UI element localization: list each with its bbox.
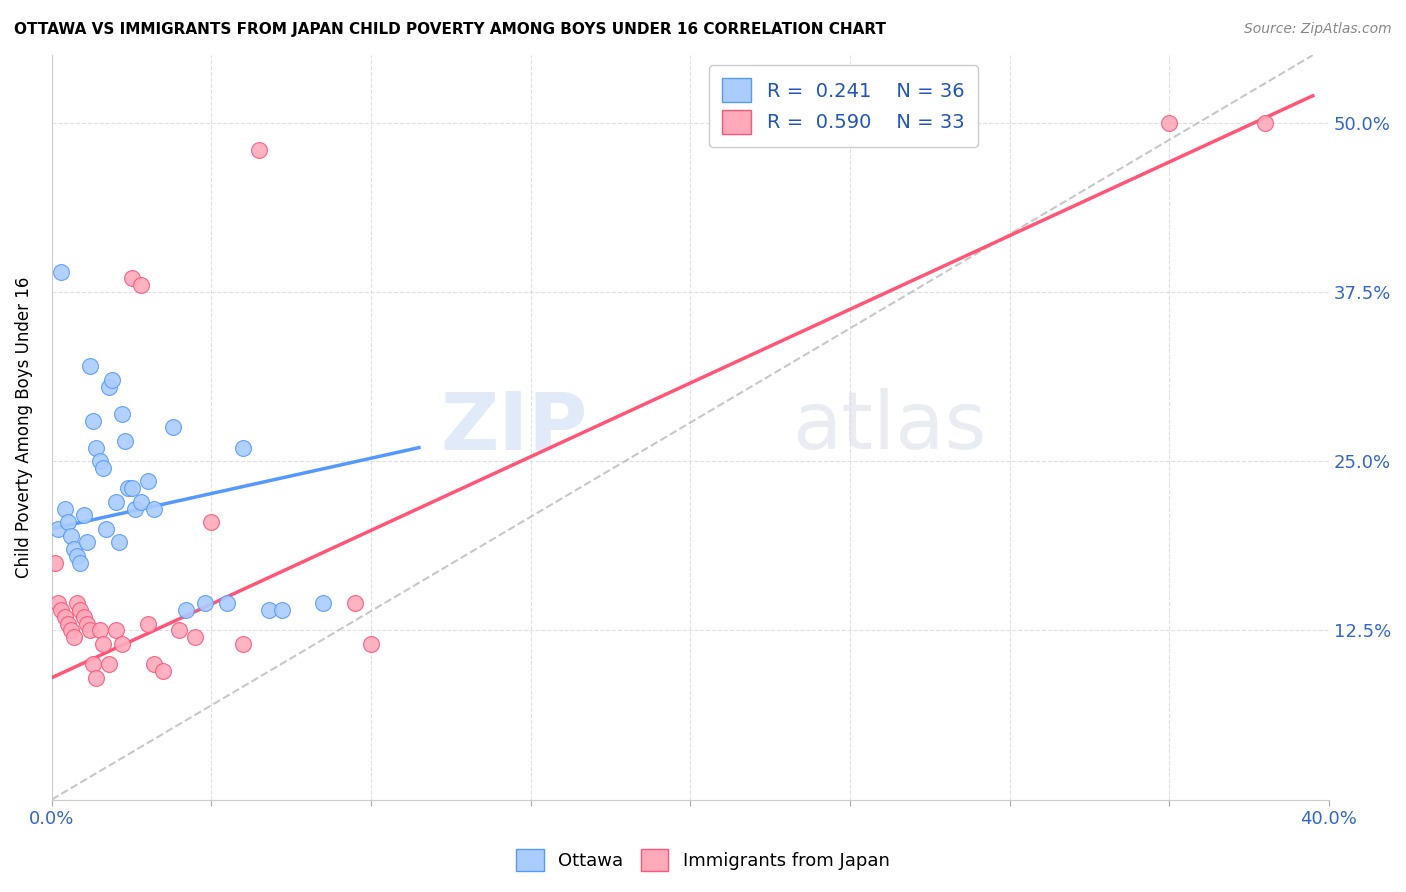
Point [1254, 116, 1277, 130]
Point [76, 616, 98, 631]
Point [59, 528, 82, 542]
Point [360, 637, 382, 651]
Point [174, 603, 197, 617]
Point [44, 556, 66, 570]
Point [162, 420, 184, 434]
Point [51, 603, 73, 617]
Point [111, 637, 134, 651]
Point [46, 596, 69, 610]
Point [66, 549, 89, 563]
Point [257, 603, 280, 617]
Point [111, 407, 134, 421]
Point [232, 637, 254, 651]
Point [91, 637, 114, 651]
Point [232, 441, 254, 455]
Point [194, 596, 217, 610]
Point [73, 609, 96, 624]
Y-axis label: Child Poverty Among Boys Under 16: Child Poverty Among Boys Under 16 [15, 277, 32, 578]
Point [98, 380, 121, 394]
Point [129, 278, 152, 293]
Legend: Ottawa, Immigrants from Japan: Ottawa, Immigrants from Japan [509, 842, 897, 879]
Point [200, 515, 222, 529]
Point [56, 616, 79, 631]
Point [82, 657, 104, 672]
Point [56, 515, 79, 529]
Point [69, 556, 91, 570]
Text: OTTAWA VS IMMIGRANTS FROM JAPAN CHILD POVERTY AMONG BOYS UNDER 16 CORRELATION CH: OTTAWA VS IMMIGRANTS FROM JAPAN CHILD PO… [14, 22, 886, 37]
Point [270, 603, 292, 617]
Point [76, 535, 98, 549]
Point [344, 596, 367, 610]
Point [89, 454, 111, 468]
Point [101, 373, 124, 387]
Point [79, 624, 101, 638]
Legend: R =  0.241    N = 36, R =  0.590    N = 33: R = 0.241 N = 36, R = 0.590 N = 33 [709, 65, 979, 147]
Point [217, 596, 239, 610]
Point [152, 664, 174, 678]
Point [46, 522, 69, 536]
Point [63, 542, 86, 557]
Point [79, 359, 101, 374]
Point [94, 522, 117, 536]
Point [247, 143, 270, 157]
Point [73, 508, 96, 523]
Point [91, 461, 114, 475]
Point [104, 495, 127, 509]
Point [312, 596, 335, 610]
Point [59, 624, 82, 638]
Point [107, 535, 129, 549]
Point [69, 603, 91, 617]
Point [136, 616, 159, 631]
Point [121, 481, 143, 495]
Point [53, 501, 76, 516]
Text: atlas: atlas [793, 388, 987, 467]
Point [129, 495, 152, 509]
Point [142, 501, 165, 516]
Point [86, 441, 108, 455]
Point [63, 630, 86, 644]
Point [184, 630, 207, 644]
Point [104, 624, 127, 638]
Point [66, 596, 89, 610]
Point [124, 501, 146, 516]
Point [136, 475, 159, 489]
Point [51, 265, 73, 279]
Point [86, 671, 108, 685]
Point [169, 624, 191, 638]
Point [121, 271, 143, 285]
Text: Source: ZipAtlas.com: Source: ZipAtlas.com [1244, 22, 1392, 37]
Point [142, 657, 165, 672]
Point [89, 624, 111, 638]
Point [82, 413, 104, 427]
Text: ZIP: ZIP [441, 388, 588, 467]
Point [53, 609, 76, 624]
Point [1159, 116, 1181, 130]
Point [117, 481, 139, 495]
Point [98, 657, 121, 672]
Point [114, 434, 136, 448]
